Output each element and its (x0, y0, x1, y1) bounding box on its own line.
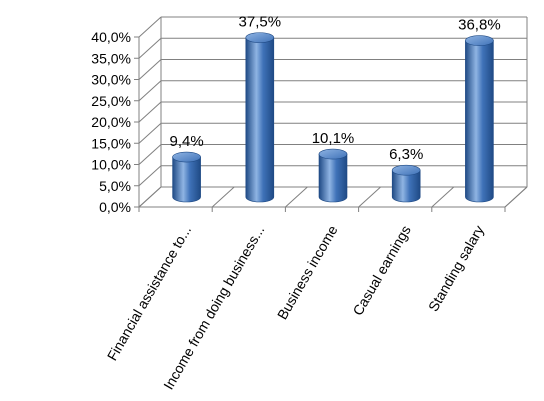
floor-divider (504, 186, 528, 208)
y-tick-label: 25,0% (91, 93, 131, 109)
bar (465, 40, 494, 203)
y-tick-label: 5,0% (99, 178, 131, 194)
bar (391, 169, 421, 203)
bar (245, 37, 275, 203)
y-tick-label: 0,0% (99, 199, 131, 215)
bar-top (391, 164, 421, 176)
gridline-side (138, 165, 162, 187)
data-label: 9,4% (169, 133, 203, 150)
gridline-side (138, 122, 162, 144)
y-tick-label: 15,0% (91, 135, 131, 151)
bar-top (465, 35, 494, 46)
data-label: 37,5% (239, 14, 282, 31)
x-tick-label: Financial assistance to... (104, 223, 195, 364)
bar (172, 156, 201, 203)
x-tick-label: Casual earnings (349, 223, 413, 319)
gridline-side (138, 59, 162, 80)
floor-divider (138, 186, 162, 208)
floor-divider (431, 186, 455, 208)
data-label: 10,1% (312, 130, 355, 147)
data-label: 36,8% (458, 17, 501, 34)
x-tick-label: Standing salary (425, 223, 487, 315)
floor-divider (358, 186, 381, 208)
floor-divider (211, 186, 235, 208)
y-tick-label: 40,0% (91, 29, 131, 45)
bar-top (318, 148, 348, 160)
floor-divider (285, 186, 308, 208)
bar-top (245, 32, 275, 43)
bar-top (172, 151, 201, 163)
data-label: 6,3% (389, 146, 423, 163)
gridline-side (138, 16, 162, 38)
gridline-side (138, 144, 162, 165)
gridline-side (138, 80, 162, 102)
gridline-side (138, 37, 162, 59)
gridline-side (138, 101, 162, 123)
y-tick-label: 10,0% (91, 157, 131, 173)
y-tick-label: 35,0% (91, 50, 131, 66)
x-tick-label: Business income (274, 222, 341, 322)
bar (318, 153, 348, 203)
y-tick-label: 30,0% (91, 72, 131, 88)
y-tick-label: 20,0% (91, 114, 131, 130)
